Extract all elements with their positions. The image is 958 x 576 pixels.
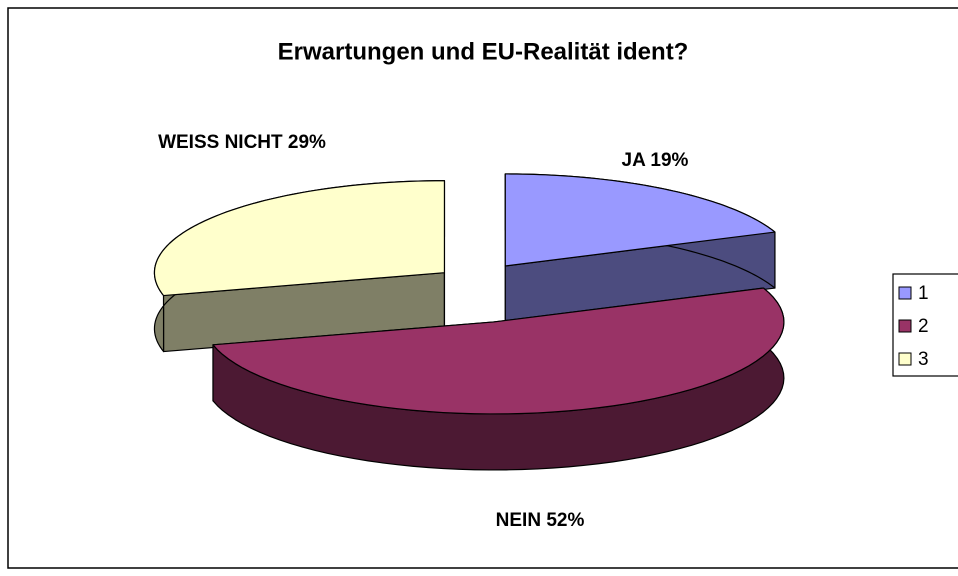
slice — [212, 287, 785, 471]
pie: JA 19% NEIN 52% WEISS NICHT 29% — [153, 132, 785, 531]
slice-top — [153, 180, 446, 297]
data-label: WEISS NICHT 29% — [158, 132, 326, 153]
legend: 1 2 3 — [898, 283, 929, 370]
legend-swatch — [898, 286, 912, 300]
slice-top — [504, 173, 776, 267]
legend-swatch — [898, 319, 912, 333]
legend-swatch — [898, 352, 912, 366]
slice-top — [212, 287, 785, 415]
legend-label: 1 — [918, 283, 929, 304]
slice — [504, 173, 776, 323]
chart-border — [7, 7, 958, 569]
data-label: JA 19% — [622, 150, 689, 171]
chart-title: Erwartungen und EU-Realität ident? — [278, 38, 689, 65]
legend-label: 2 — [918, 316, 929, 337]
data-label: NEIN 52% — [496, 510, 585, 531]
legend-label: 3 — [918, 349, 929, 370]
